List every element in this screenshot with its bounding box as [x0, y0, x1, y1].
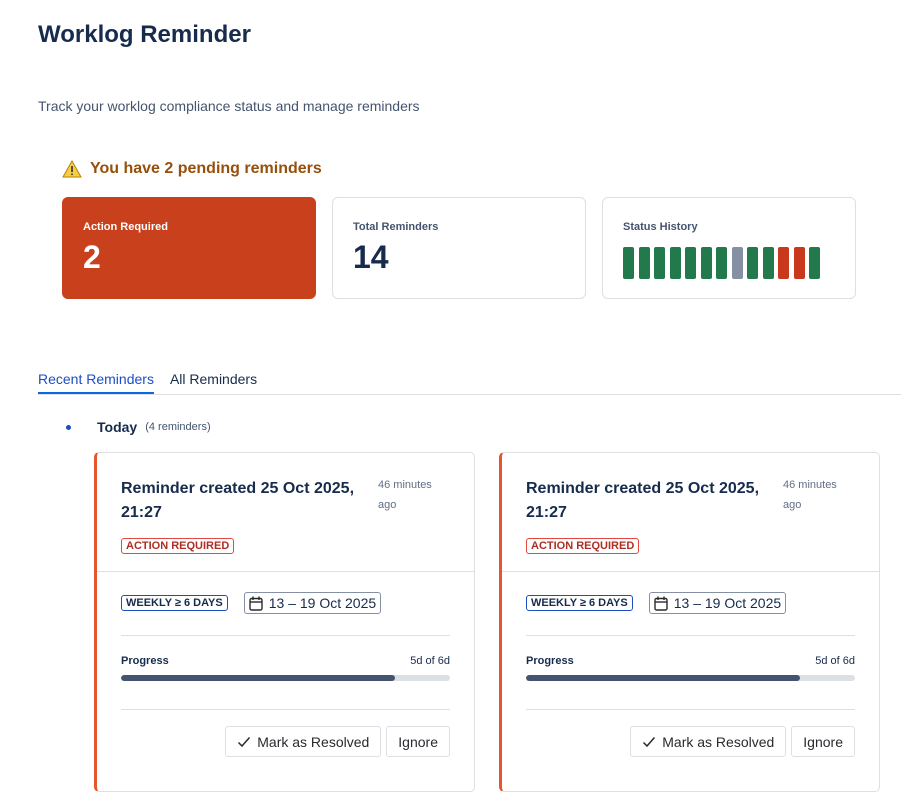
header-main: Reminder created 25 Oct 2025, 21:27 ACTIO…	[526, 477, 771, 554]
card-body: WEEKLY ≥ 6 DAYS 13 – 19 Oct 2025 Progress 5…	[526, 572, 855, 757]
summary-card: Action Required 2	[62, 197, 316, 299]
card-label: Status History	[623, 221, 698, 233]
status-bar	[638, 247, 650, 279]
button-label: Mark as Resolved	[257, 733, 370, 750]
summary-card: Status History	[602, 197, 856, 299]
check-icon	[238, 736, 251, 747]
status-bar	[685, 247, 696, 279]
reminder-time: 46 minutes ago	[783, 479, 837, 511]
status-badge: ACTION REQUIRED	[121, 538, 235, 554]
divider	[526, 709, 855, 710]
rule-badge: WEEKLY ≥ 6 DAYS	[526, 595, 633, 611]
reminder-title: Reminder created 25 Oct 2025, 21:27	[526, 480, 760, 521]
card-body: WEEKLY ≥ 6 DAYS 13 – 19 Oct 2025 Progress 5…	[121, 572, 450, 757]
progress-value: 5d of 6d	[410, 655, 450, 667]
button-label: Mark as Resolved	[662, 733, 775, 750]
action-button[interactable]: Ignore	[791, 726, 855, 757]
warning-icon	[62, 160, 82, 178]
card-value: 2	[83, 239, 101, 275]
status-bar	[747, 247, 758, 279]
status-bar	[623, 247, 634, 279]
tab[interactable]: Recent Reminders	[38, 368, 154, 394]
progress-fill	[526, 675, 801, 681]
calendar-icon	[654, 596, 668, 611]
divider	[502, 571, 879, 572]
progress-label: Progress	[526, 655, 574, 667]
tab-divider	[38, 394, 901, 395]
reminder-card: Reminder created 25 Oct 2025, 21:27 ACTIO…	[499, 452, 880, 792]
warning: You have 2 pending reminders	[62, 159, 322, 179]
header-main: Reminder created 25 Oct 2025, 21:27 ACTIO…	[121, 477, 366, 554]
status-bars	[623, 247, 835, 279]
divider	[97, 571, 474, 572]
card-label: Action Required	[83, 221, 168, 233]
progress-value: 5d of 6d	[815, 655, 855, 667]
action-button[interactable]: Ignore	[386, 726, 450, 757]
progress-track	[121, 675, 450, 681]
divider	[121, 709, 450, 710]
progress-row: Progress 5d of 6d	[121, 636, 450, 667]
check-icon	[643, 736, 656, 747]
status-bar	[669, 247, 681, 279]
progress-fill	[121, 675, 396, 681]
calendar-icon	[249, 596, 263, 611]
progress-row: Progress 5d of 6d	[526, 636, 855, 667]
group-count: (4 reminders)	[145, 421, 211, 433]
subtitle: Track your worklog compliance status and…	[38, 98, 420, 114]
actions: Mark as Resolved Ignore	[121, 710, 450, 757]
button-label: Ignore	[398, 733, 438, 750]
progress-track	[526, 675, 855, 681]
rule-row: WEEKLY ≥ 6 DAYS 13 – 19 Oct 2025	[526, 572, 855, 614]
actions: Mark as Resolved Ignore	[526, 710, 855, 757]
period-text: 13 – 19 Oct 2025	[268, 595, 377, 611]
card-header: Reminder created 25 Oct 2025, 21:27 ACTIO…	[502, 453, 879, 571]
button-label: Ignore	[803, 733, 843, 750]
group-header: Today (4 reminders)	[66, 419, 211, 435]
tab[interactable]: All Reminders	[169, 371, 258, 387]
reminder-card: Reminder created 25 Oct 2025, 21:27 ACTIO…	[94, 452, 475, 792]
reminder-time: 46 minutes ago	[378, 479, 432, 511]
status-badge: ACTION REQUIRED	[526, 538, 640, 554]
status-bar	[762, 247, 774, 279]
card-header: Reminder created 25 Oct 2025, 21:27 ACTIO…	[97, 453, 474, 571]
tabs: Recent Reminders All Reminders	[38, 368, 257, 394]
card-value: 14	[353, 239, 389, 275]
status-bar	[809, 247, 820, 279]
card-label: Total Reminders	[353, 221, 439, 233]
progress-label: Progress	[121, 655, 169, 667]
status-bar	[716, 247, 727, 279]
rule-row: WEEKLY ≥ 6 DAYS 13 – 19 Oct 2025	[121, 572, 450, 614]
action-button[interactable]: Mark as Resolved	[225, 726, 382, 757]
rule-badge: WEEKLY ≥ 6 DAYS	[121, 595, 228, 611]
page-title: Worklog Reminder	[38, 21, 251, 48]
period-text: 13 – 19 Oct 2025	[673, 595, 782, 611]
period-chip: 13 – 19 Oct 2025	[243, 592, 382, 614]
summary-card: Total Reminders 14	[332, 197, 586, 299]
status-bar	[654, 247, 665, 279]
reminder-title: Reminder created 25 Oct 2025, 21:27	[121, 480, 355, 521]
divider	[121, 635, 450, 636]
bullet	[66, 424, 71, 430]
action-button[interactable]: Mark as Resolved	[630, 726, 787, 757]
status-bar	[778, 247, 789, 279]
status-bar	[700, 247, 712, 279]
divider	[526, 635, 855, 636]
group-label: Today	[97, 419, 138, 435]
warning-text: You have 2 pending reminders	[90, 160, 322, 177]
period-chip: 13 – 19 Oct 2025	[648, 592, 787, 614]
status-bar	[731, 247, 743, 279]
status-bar	[793, 247, 805, 279]
